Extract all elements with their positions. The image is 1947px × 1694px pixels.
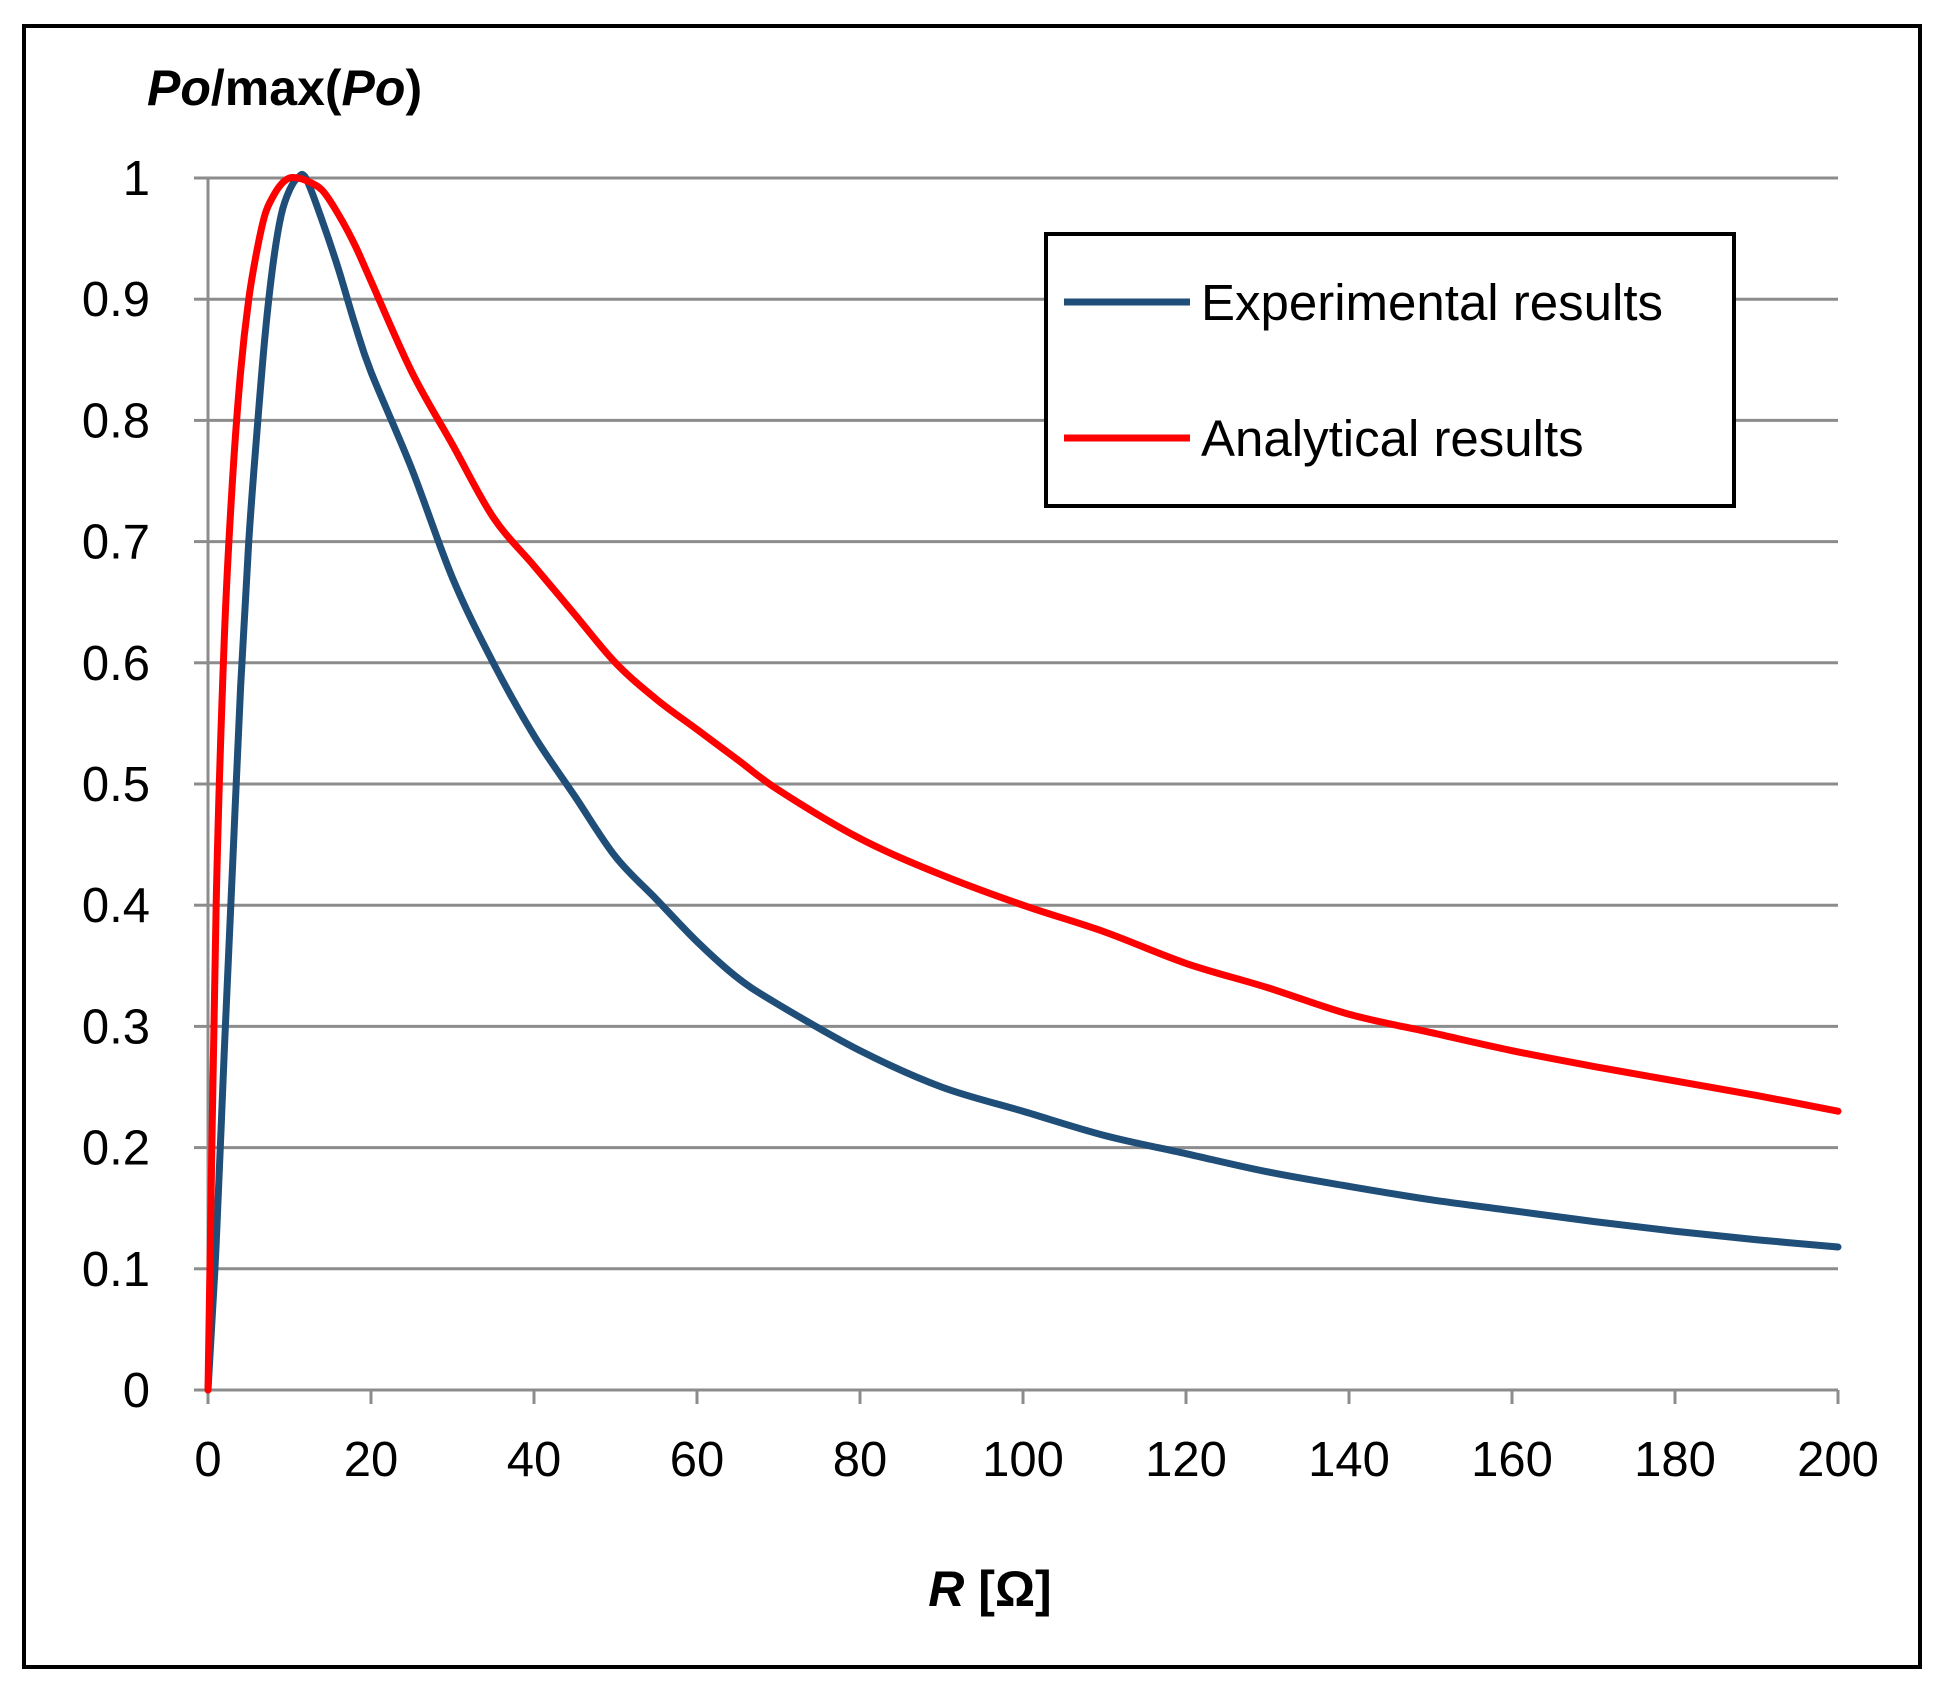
y-axis-title-close: ) [405,60,422,116]
y-axis-title-italic-1: Po [147,60,211,116]
y-tick-label: 1 [123,152,150,206]
x-axis-title-plain: [Ω] [964,1561,1051,1617]
y-tick-label: 0.9 [82,273,150,327]
x-tick-label: 80 [833,1433,888,1487]
y-axis-title-italic-2: Po [342,60,406,116]
x-tick-label: 100 [982,1433,1064,1487]
legend-label-analytical: Analytical results [1201,410,1584,467]
x-tick-label: 200 [1797,1433,1879,1487]
legend: Experimental results Analytical results [1044,232,1736,508]
x-tick-label: 120 [1145,1433,1227,1487]
x-tick-label: 20 [344,1433,399,1487]
x-axis-title-italic: R [928,1561,964,1617]
y-tick-label: 0 [123,1364,150,1418]
y-axis-title-plain: /max( [211,60,342,116]
legend-label-experimental: Experimental results [1201,274,1663,331]
x-axis-title: R [Ω] [928,1561,1051,1617]
x-tick-label: 60 [670,1433,725,1487]
y-tick-label: 0.1 [82,1243,150,1297]
y-tick-label: 0.3 [82,1000,150,1054]
y-tick-label: 0.8 [82,394,150,448]
y-axis-title: Po/max(Po) [147,60,422,116]
y-tick-label: 0.5 [82,758,150,812]
legend-box [1044,232,1736,508]
series-line-experimental [204,170,1842,1394]
data-series [204,170,1842,1394]
series-line-analytical [204,173,1842,1394]
x-tick-label: 0 [194,1433,221,1487]
y-tick-label: 0.7 [82,516,150,570]
x-tick-label: 140 [1308,1433,1390,1487]
x-tick-label: 180 [1634,1433,1716,1487]
y-tick-label: 0.6 [82,637,150,691]
x-tick-label: 160 [1471,1433,1553,1487]
y-axis-tick-labels: 0 0.1 0.2 0.3 0.4 0.5 0.6 0.7 0.8 0.9 1 [82,152,150,1418]
x-tick-label: 40 [507,1433,562,1487]
gridlines [208,176,1838,1271]
y-tick-label: 0.4 [82,879,150,933]
y-tick-label: 0.2 [82,1122,150,1176]
x-axis-tick-labels: 0 20 40 60 80 100 120 140 160 180 200 [194,1433,1879,1487]
